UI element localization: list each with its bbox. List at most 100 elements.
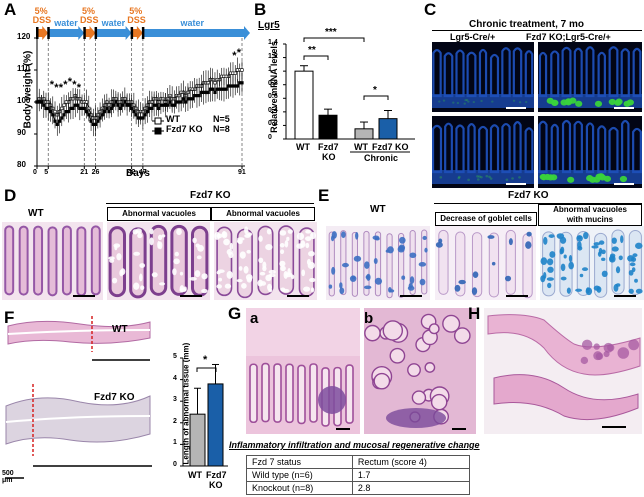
- lgr5-signal: [480, 99, 483, 103]
- mucin-vacuole: [568, 261, 574, 270]
- e-ko-image-1: [435, 226, 536, 300]
- mucin-vacuole: [568, 255, 573, 263]
- vacuole: [218, 277, 223, 282]
- villus: [455, 49, 465, 98]
- villus: [351, 231, 358, 297]
- crypt-layer: [432, 94, 534, 108]
- data-point: [150, 106, 154, 110]
- vacuole: [194, 270, 201, 278]
- villus: [538, 120, 548, 174]
- goblet-cell: [342, 262, 349, 268]
- lgr5-signal: [472, 100, 475, 104]
- lgr5-signal: [594, 100, 603, 107]
- f-ko-tissue: [5, 395, 151, 445]
- treatment-bar: [95, 29, 127, 37]
- villus: [471, 232, 483, 298]
- tissue-upper: [487, 314, 641, 376]
- data-point: [121, 103, 125, 107]
- vacuole: [259, 271, 266, 276]
- mucin-vacuole: [543, 236, 548, 245]
- lgr5-signal: [619, 175, 628, 183]
- villus: [561, 46, 572, 98]
- vacuole: [114, 244, 118, 251]
- vacuole: [305, 229, 312, 234]
- d-ko-label: Fzd7 KO: [190, 190, 231, 201]
- significance-star: *: [72, 79, 77, 92]
- data-point: [98, 116, 102, 120]
- significance-star: *: [67, 76, 73, 88]
- goblet-cell: [353, 255, 362, 262]
- lgr5-signal: [608, 98, 616, 106]
- d-wt-label: WT: [28, 208, 44, 219]
- vacuole: [173, 258, 180, 265]
- f-tissue-and-chart: [5, 316, 228, 479]
- lgr5-signal: [511, 177, 514, 180]
- data-point: [143, 113, 147, 117]
- gland: [407, 363, 421, 377]
- lgr5-signal: [480, 176, 483, 179]
- panel-letter-d: D: [4, 186, 17, 205]
- vacuole: [282, 288, 290, 293]
- vacuole: [243, 265, 249, 274]
- gland: [373, 372, 391, 390]
- y-tick-label: 2: [173, 417, 177, 425]
- goblet-cell: [388, 289, 395, 293]
- vacuole: [224, 283, 232, 289]
- vacuole: [133, 251, 141, 256]
- goblet-cell: [339, 287, 345, 295]
- vacuole: [116, 253, 122, 261]
- d-ko-image-1: [107, 222, 210, 300]
- data-point: [123, 100, 127, 104]
- gland: [389, 347, 406, 364]
- vacuole: [247, 232, 253, 237]
- data-point: [46, 106, 50, 110]
- x-tick-label: 26: [91, 169, 100, 176]
- vacuole: [268, 273, 276, 278]
- vacuole: [161, 234, 166, 238]
- y-tick-label: 1: [268, 66, 272, 74]
- mucin-vacuole: [628, 288, 634, 294]
- crypt-layer: [432, 170, 534, 184]
- x-tick-label: 21: [80, 169, 89, 176]
- villus: [478, 48, 488, 98]
- polyp-gland: [593, 343, 600, 350]
- data-point: [87, 113, 91, 117]
- vacuole: [222, 230, 226, 238]
- data-point: [211, 87, 215, 91]
- e-ko-image-2: [540, 226, 644, 300]
- e-wt-label: WT: [370, 204, 386, 215]
- e-ko-label: Fzd7 KO: [508, 190, 549, 201]
- y-tick-label: 0.6: [268, 93, 278, 101]
- mucin-vacuole: [593, 242, 601, 246]
- vacuole: [280, 249, 285, 255]
- villus: [608, 46, 619, 98]
- tissue-strip: [5, 395, 151, 445]
- vacuole: [176, 228, 182, 236]
- lgr5-signal: [452, 101, 455, 104]
- fluorescence-image: [538, 116, 642, 188]
- vacuole: [245, 274, 253, 281]
- data-point: [240, 81, 244, 85]
- scale-bar: [614, 183, 634, 185]
- c-col1: Lgr5-Cre/+: [450, 32, 496, 42]
- vacuole: [149, 228, 154, 235]
- lgr5-signal: [603, 175, 612, 182]
- villus: [33, 225, 44, 296]
- category-label: WT: [296, 142, 310, 152]
- sig-bracket: [303, 37, 365, 42]
- table-row: Knockout (n=8) 2.8: [246, 481, 471, 495]
- vacuole: [174, 251, 179, 257]
- vacuole: [268, 269, 276, 275]
- sig-bracket: [196, 367, 217, 372]
- mucin-vacuole: [543, 271, 547, 279]
- vacuole: [258, 235, 263, 242]
- villus: [573, 120, 583, 174]
- crypt: [345, 364, 354, 424]
- villus: [620, 119, 630, 174]
- villus: [149, 224, 168, 296]
- panel-a-line-chart: [34, 26, 250, 169]
- vacuole: [305, 242, 310, 249]
- mucin-vacuole: [596, 286, 602, 293]
- villus: [561, 119, 572, 174]
- data-point: [184, 100, 188, 104]
